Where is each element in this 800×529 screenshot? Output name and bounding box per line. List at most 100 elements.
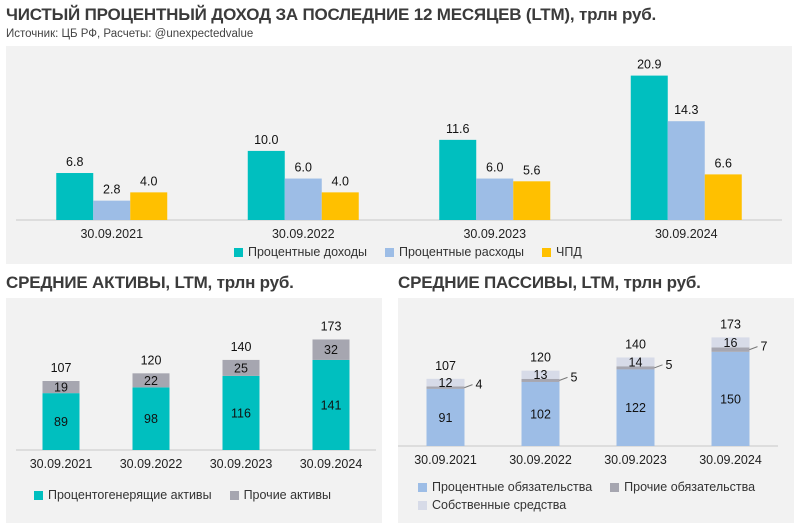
liabilities-chart-panel: 91 4 12 107 30.09.2021 102 5 13 120 30.09.2022 122… [398,298,794,523]
assets-bar-1-0 [132,387,170,450]
assets-bar-0-0 [42,393,80,450]
liabilities-legend-label-0: Процентные обязательства [432,480,593,494]
assets-legend-item-0: Процентогенерящие активы [34,488,212,502]
assets-total-label-3: 173 [321,319,342,333]
liabilities-legend-item-2: Собственные средства [418,498,566,512]
liabilities-legend-item-1: Прочие обязательства [610,480,755,494]
liabilities-data-label-0-1: 4 [476,378,483,392]
liabilities-leader-2 [654,364,663,369]
npi-category-label-0: 30.09.2021 [80,227,143,241]
npi-data-label-0-1: 2.8 [103,183,120,197]
npi-legend-label-2: ЧПД [556,245,582,259]
liabilities-data-label-1-0: 102 [530,407,551,421]
npi-legend-swatch-1 [384,247,394,257]
liabilities-bar-2-2 [616,357,655,367]
liabilities-category-label-3: 30.09.2024 [699,453,762,467]
liabilities-data-label-1-1: 5 [571,370,578,384]
assets-stacked-chart: 89 19 107 30.09.2021 98 22 120 30.09.2022 116 25 1… [16,319,376,471]
npi-data-label-2-2: 5.6 [523,163,540,177]
liabilities-legend-item-0: Процентные обязательства [418,480,592,494]
assets-data-label-3-0: 141 [321,398,342,412]
liabilities-total-label-2: 140 [625,337,646,351]
npi-data-label-1-1: 6.0 [295,161,312,175]
npi-category-label-1: 30.09.2022 [272,227,335,241]
npi-category-label-3: 30.09.2024 [655,227,718,241]
npi-bar-2-2 [513,181,551,220]
assets-legend-label-0: Процентогенерящие активы [48,488,212,502]
npi-legend: Процентные доходы Процентные расходы ЧПД [234,245,600,259]
assets-chart-title: СРЕДНИЕ АКТИВЫ, LTM, трлн руб. [6,273,294,292]
assets-bar-2-1 [222,359,260,376]
liabilities-data-label-2-2: 14 [629,355,643,369]
npi-bar-chart: 6.8 2.8 4.0 30.09.2021 10.0 6.0 4.0 30.09.2022 1… [16,58,782,241]
npi-data-label-3-1: 14.3 [674,103,698,117]
assets-bar-1-1 [132,373,170,388]
npi-legend-item-2: ЧПД [542,245,582,259]
liabilities-bar-1-2 [521,370,560,379]
npi-chart-panel: 6.8 2.8 4.0 30.09.2021 10.0 6.0 4.0 30.09.2022 1… [6,46,792,264]
liabilities-leader-3 [749,346,758,351]
liabilities-bar-3-1 [711,347,750,352]
liabilities-bar-0-2 [426,378,465,387]
liabilities-bar-3-0 [711,351,750,446]
liabilities-bar-2-0 [616,369,655,446]
liabilities-data-label-2-1: 5 [666,358,673,372]
assets-category-label-1: 30.09.2022 [120,457,183,471]
npi-bar-1-1 [284,178,322,220]
assets-data-label-3-1: 32 [324,343,338,357]
liabilities-data-label-3-1: 7 [761,340,768,354]
liabilities-legend-swatch-0 [418,482,427,492]
liabilities-data-label-3-0: 150 [720,392,741,406]
liabilities-legend: Процентные обязательства Прочие обязатель… [418,480,788,512]
npi-data-label-0-2: 4.0 [140,174,157,188]
npi-data-label-2-1: 6.0 [486,161,503,175]
liabilities-legend-swatch-2 [418,500,427,510]
source-note: Источник: ЦБ РФ, Расчеты: @unexpectedval… [6,28,254,40]
assets-chart-panel: 89 19 107 30.09.2021 98 22 120 30.09.2022 116 25 1… [6,298,382,523]
assets-total-label-0: 107 [51,361,72,375]
npi-data-label-1-2: 4.0 [332,174,349,188]
assets-category-label-0: 30.09.2021 [30,457,93,471]
liabilities-bar-3-2 [711,337,750,348]
liabilities-legend-label-1: Прочие обязательства [624,480,756,494]
npi-data-label-3-0: 20.9 [637,58,661,72]
liabilities-data-label-0-2: 12 [439,376,453,390]
npi-legend-item-1: Процентные расходы [384,245,525,259]
assets-legend-swatch-1 [229,490,239,500]
assets-data-label-0-0: 89 [54,415,68,429]
liabilities-category-label-0: 30.09.2021 [414,453,477,467]
npi-category-label-2: 30.09.2023 [463,227,526,241]
liabilities-leader-1 [559,376,568,381]
npi-data-label-0-0: 6.8 [66,155,83,169]
page-title: ЧИСТЫЙ ПРОЦЕНТНЫЙ ДОХОД ЗА ПОСЛЕДНИЕ 12 … [6,5,657,24]
assets-bar-2-0 [222,375,260,450]
liabilities-stacked-chart: 91 4 12 107 30.09.2021 102 5 13 120 30.09.2022 122… [398,317,778,467]
assets-data-label-2-0: 116 [231,406,251,420]
npi-data-label-1-0: 10.0 [254,133,278,147]
assets-data-label-1-0: 98 [144,412,158,426]
npi-bar-3-2 [704,174,742,220]
liabilities-total-label-0: 107 [435,359,456,373]
npi-legend-swatch-0 [234,247,243,257]
liabilities-data-label-3-2: 16 [724,336,738,350]
assets-total-label-2: 140 [231,340,252,354]
assets-total-label-1: 120 [141,353,162,367]
liabilities-chart-title: СРЕДНИЕ ПАССИВЫ, LTM, трлн руб. [398,273,701,292]
assets-data-label-1-1: 22 [144,374,158,388]
npi-bar-1-0 [247,150,285,220]
liabilities-leader-0 [464,384,473,389]
npi-legend-label-1: Процентные расходы [398,245,525,259]
liabilities-data-label-1-2: 13 [534,368,548,382]
assets-bar-3-0 [312,359,350,450]
assets-legend: Процентогенерящие активы Прочие активы [34,488,349,502]
liabilities-total-label-3: 173 [720,317,741,331]
npi-bar-3-0 [630,75,668,220]
npi-legend-item-0: Процентные доходы [234,245,367,259]
npi-bar-1-2 [321,192,359,220]
liabilities-category-label-2: 30.09.2023 [604,453,667,467]
liabilities-bar-0-0 [426,388,465,446]
liabilities-data-label-0-0: 91 [439,411,453,425]
npi-bar-0-0 [56,173,94,220]
npi-bar-2-1 [476,178,514,220]
assets-bar-3-1 [312,339,350,360]
